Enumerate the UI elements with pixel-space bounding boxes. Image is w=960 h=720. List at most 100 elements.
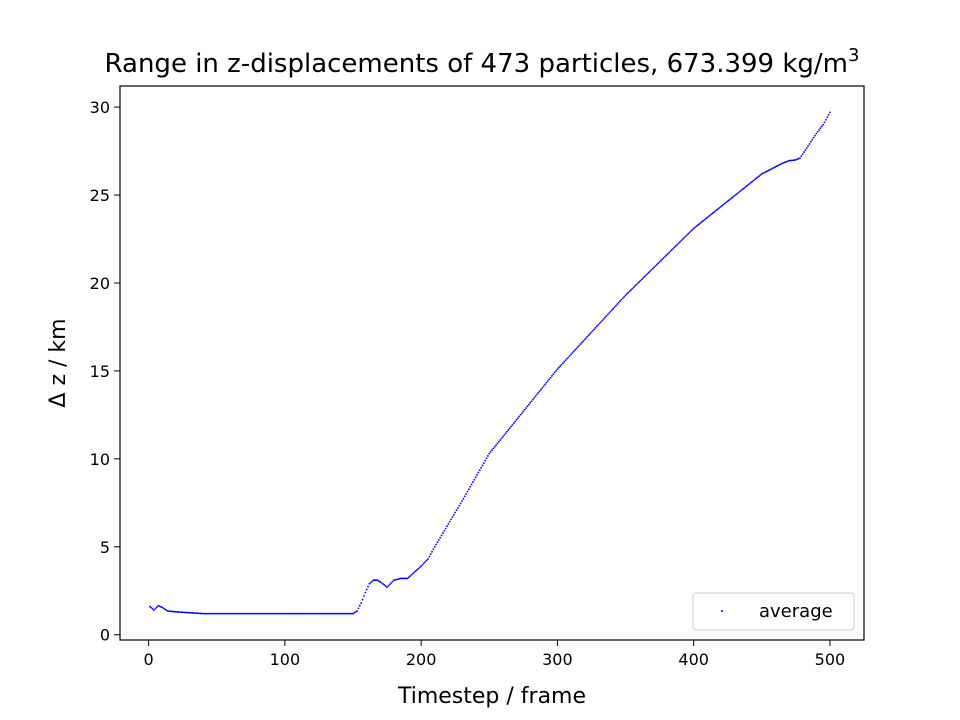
data-point bbox=[151, 608, 154, 610]
data-point bbox=[516, 417, 519, 420]
data-point bbox=[631, 287, 634, 290]
data-point bbox=[510, 425, 512, 428]
y-tick-label: 15 bbox=[90, 362, 110, 381]
data-point bbox=[713, 211, 716, 214]
data-point bbox=[692, 227, 695, 230]
data-point bbox=[324, 612, 327, 615]
data-point bbox=[797, 157, 800, 160]
data-point bbox=[546, 380, 549, 382]
data-point bbox=[779, 163, 782, 165]
data-point bbox=[748, 182, 751, 185]
data-point bbox=[747, 183, 750, 186]
data-point bbox=[705, 217, 707, 220]
data-point bbox=[278, 612, 281, 615]
data-point bbox=[529, 402, 532, 404]
data-point bbox=[627, 291, 630, 294]
data-point bbox=[241, 612, 244, 615]
data-point bbox=[213, 612, 215, 615]
data-point bbox=[170, 610, 173, 613]
data-point bbox=[429, 553, 432, 556]
data-point bbox=[330, 612, 333, 615]
data-point bbox=[425, 559, 428, 562]
data-point bbox=[266, 612, 269, 615]
data-point bbox=[537, 391, 540, 394]
data-point bbox=[606, 313, 609, 316]
data-point bbox=[384, 585, 387, 588]
data-point bbox=[612, 307, 615, 310]
data-point bbox=[538, 390, 541, 392]
data-point bbox=[288, 612, 290, 615]
data-point bbox=[218, 612, 221, 615]
data-point bbox=[297, 612, 300, 615]
data-point bbox=[337, 612, 339, 615]
x-tick-label: 400 bbox=[678, 650, 709, 669]
data-point bbox=[428, 555, 431, 558]
data-point bbox=[542, 385, 545, 387]
data-point bbox=[189, 611, 192, 614]
data-point bbox=[454, 511, 457, 514]
data-point bbox=[166, 610, 169, 612]
data-point bbox=[758, 175, 760, 178]
data-point bbox=[283, 612, 286, 615]
data-point bbox=[623, 295, 626, 298]
data-point bbox=[286, 612, 289, 615]
data-point bbox=[260, 612, 263, 615]
data-point bbox=[277, 612, 279, 615]
data-point bbox=[414, 570, 417, 572]
data-point bbox=[497, 440, 500, 443]
data-point bbox=[495, 444, 497, 447]
y-tick-label: 0 bbox=[100, 626, 110, 645]
data-point bbox=[300, 612, 303, 615]
data-point bbox=[812, 136, 815, 139]
data-point bbox=[346, 612, 349, 615]
data-point bbox=[379, 581, 382, 583]
legend-box bbox=[692, 592, 855, 631]
data-layer bbox=[149, 111, 831, 615]
data-point bbox=[499, 439, 502, 441]
data-point bbox=[522, 410, 525, 413]
data-point bbox=[752, 179, 755, 182]
data-point bbox=[407, 576, 410, 579]
data-point bbox=[512, 422, 515, 425]
data-point bbox=[215, 612, 218, 615]
data-point bbox=[620, 298, 623, 301]
data-point bbox=[818, 129, 820, 131]
data-point bbox=[668, 251, 671, 254]
data-point bbox=[339, 612, 342, 615]
data-point bbox=[165, 609, 168, 611]
data-point bbox=[417, 567, 420, 570]
data-point bbox=[523, 408, 526, 411]
data-point bbox=[360, 602, 363, 604]
data-point bbox=[316, 612, 319, 615]
data-point bbox=[536, 393, 538, 396]
data-point bbox=[164, 608, 166, 611]
data-point bbox=[646, 273, 649, 275]
data-point bbox=[248, 612, 251, 615]
data-point bbox=[268, 612, 271, 615]
data-point bbox=[561, 362, 564, 365]
data-point bbox=[226, 612, 229, 615]
data-point bbox=[169, 610, 172, 613]
data-point bbox=[298, 612, 301, 615]
data-point bbox=[399, 577, 402, 580]
data-point bbox=[279, 612, 282, 615]
data-point bbox=[525, 407, 527, 409]
data-point bbox=[687, 232, 690, 235]
data-point bbox=[358, 604, 361, 607]
data-point bbox=[786, 160, 789, 163]
data-point bbox=[452, 513, 455, 516]
data-point bbox=[292, 612, 294, 615]
data-point bbox=[432, 548, 435, 551]
data-point bbox=[469, 485, 472, 488]
data-point bbox=[527, 403, 530, 406]
data-point bbox=[658, 260, 661, 263]
data-point bbox=[416, 568, 418, 571]
data-point bbox=[827, 113, 830, 116]
data-point bbox=[587, 334, 590, 337]
data-point bbox=[294, 612, 297, 615]
data-point bbox=[811, 138, 814, 141]
data-point bbox=[203, 612, 206, 615]
data-point bbox=[619, 300, 621, 303]
data-point bbox=[459, 502, 462, 505]
data-point bbox=[717, 207, 720, 210]
